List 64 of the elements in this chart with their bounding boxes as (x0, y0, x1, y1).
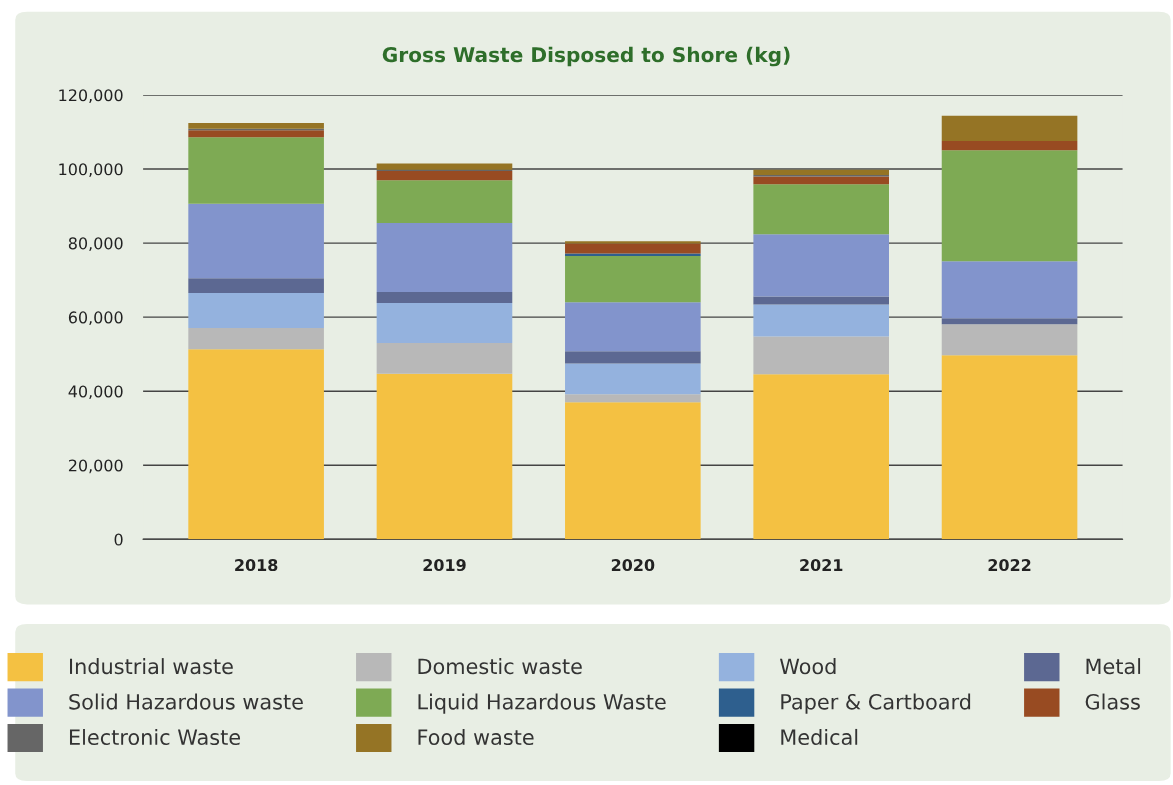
bar (376, 223, 513, 292)
bar (565, 256, 701, 303)
bar (941, 318, 1078, 325)
x-tick-label: 2020 (611, 559, 655, 572)
y-tick-label: 80,000 (68, 237, 123, 252)
bar (941, 324, 1078, 356)
bar (188, 130, 324, 138)
legend-label: Paper & Cartboard (781, 693, 971, 714)
legend-label: Medical (781, 728, 858, 746)
bar (565, 241, 701, 244)
y-tick-label: 20,000 (68, 459, 123, 474)
legend-label: Liquid Hazardous Waste (418, 693, 666, 714)
y-tick-label: 0 (114, 533, 123, 546)
bar (188, 203, 324, 279)
bar (753, 374, 889, 540)
bar (941, 140, 1078, 151)
bar (753, 176, 889, 185)
bar (753, 169, 889, 175)
bar (941, 115, 1078, 141)
y-tick-label: 60,000 (68, 311, 123, 326)
x-tick-label: 2021 (800, 559, 843, 572)
y-tick-label: 40,000 (68, 385, 123, 400)
chart-title: Gross Waste Disposed to Shore (kg) (382, 46, 790, 67)
bar (188, 123, 324, 129)
bar (941, 355, 1078, 540)
legend-label: Industrial waste (69, 658, 233, 675)
bar (188, 293, 324, 328)
bar (565, 351, 701, 364)
bar (376, 180, 513, 224)
bar (376, 163, 513, 170)
legend-label: Metal (1086, 658, 1141, 675)
bar (753, 304, 889, 337)
bar (188, 327, 324, 350)
bar (188, 137, 324, 204)
x-tick-label: 2018 (235, 559, 278, 572)
legend-label: Solid Hazardous waste (69, 693, 303, 710)
bar (376, 303, 513, 344)
bar (565, 302, 701, 352)
x-tick-label: 2022 (988, 559, 1031, 572)
y-tick-label: 100,000 (59, 163, 123, 177)
bar (941, 261, 1078, 319)
legend-label: Domestic waste (418, 658, 582, 675)
bar (376, 291, 513, 304)
y-tick-label: 120,000 (59, 89, 123, 103)
bar (565, 253, 701, 257)
legend-label: Electronic Waste (69, 728, 241, 746)
bar (188, 349, 324, 540)
legend-label: Glass (1085, 693, 1140, 710)
bar (565, 394, 701, 403)
legend-label: Food waste (418, 728, 534, 746)
bar (753, 184, 889, 235)
bar (376, 343, 513, 374)
bar (376, 373, 513, 540)
bar (565, 402, 701, 540)
bar (188, 278, 324, 294)
x-tick-label: 2019 (423, 559, 466, 572)
bar (565, 243, 701, 254)
bar (376, 170, 513, 181)
bar (941, 150, 1078, 262)
bar (565, 363, 701, 395)
bar (753, 336, 889, 375)
bar (753, 296, 889, 305)
legend-label: Wood (779, 658, 836, 675)
bar (753, 234, 889, 297)
